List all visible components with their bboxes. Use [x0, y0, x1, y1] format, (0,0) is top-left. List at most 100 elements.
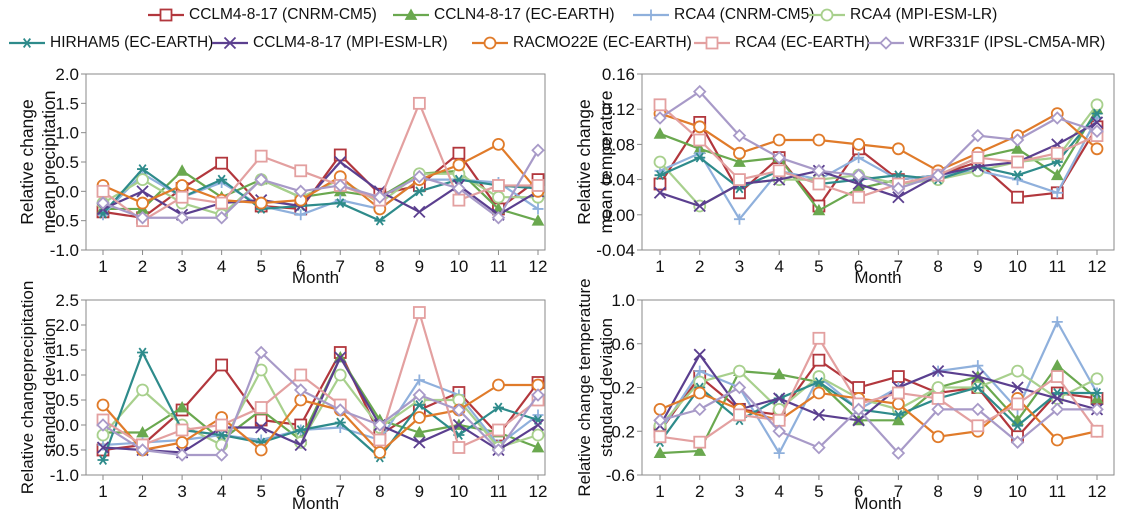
data-point — [175, 190, 189, 204]
data-point — [1091, 108, 1103, 119]
legend-label: RCA4 (MPI-ESM-LR) — [850, 6, 998, 23]
x-tick-label: 10 — [449, 257, 468, 276]
legend-item-ccln4-8-17-ec-earth: CCLN4-8-17 (EC-EARTH) — [392, 6, 615, 24]
y-tick-label: 0.16 — [602, 65, 635, 84]
x-tick-label: 12 — [529, 257, 548, 276]
x-tick-label: 7 — [894, 482, 903, 501]
data-point — [1090, 116, 1104, 129]
y-tick-label: 0.0 — [55, 182, 79, 201]
plot-frame — [85, 299, 546, 476]
data-point — [1090, 402, 1104, 417]
data-point — [772, 367, 786, 380]
y-tick-label: -1.0 — [50, 466, 79, 485]
x-tick-label: 4 — [774, 257, 783, 276]
y-tick-label: 1.5 — [55, 94, 79, 113]
legend-swatch — [393, 8, 429, 20]
series-line — [659, 353, 1098, 427]
x-tick-label: 12 — [529, 482, 548, 501]
data-point — [97, 455, 109, 465]
data-point — [136, 383, 149, 397]
y-axis-label: standard deviation — [597, 318, 616, 457]
chart-panel-3: -1.0-0.50.00.51.01.52.02.51 2 3 4 5 6 7 8 9 10 11 1… — [18, 281, 547, 513]
y-axis-label: Relative change — [574, 99, 594, 225]
data-point — [1012, 420, 1024, 431]
data-point — [653, 155, 667, 169]
data-point — [653, 446, 667, 459]
y-tick-label: 0.0 — [55, 416, 79, 435]
data-point — [96, 441, 110, 454]
series-line — [659, 90, 1098, 190]
y-axis-label: mean temperature — [596, 91, 616, 234]
legend-marker — [645, 9, 657, 21]
x-tick-label: 10 — [1008, 482, 1027, 501]
legend-swatch — [212, 36, 248, 50]
x-axis-label: Month — [292, 494, 339, 513]
data-point — [972, 360, 984, 372]
x-tick-label: 9 — [973, 482, 982, 501]
x-tick-label: 3 — [177, 482, 186, 501]
data-point — [1091, 388, 1103, 398]
series-line — [102, 311, 539, 449]
x-tick-label: 4 — [774, 482, 783, 501]
series-ccln4-8-17-ec-earth — [653, 102, 1104, 216]
data-point — [891, 446, 906, 460]
y-tick-label: 0.04 — [602, 171, 635, 190]
y-tick-label: 2.0 — [55, 316, 79, 335]
data-point — [851, 168, 866, 182]
data-point — [852, 137, 866, 151]
data-point — [653, 413, 667, 428]
data-point — [294, 438, 307, 452]
data-point — [96, 184, 110, 198]
data-point — [1090, 424, 1104, 438]
data-point — [531, 214, 545, 226]
data-point — [374, 215, 386, 226]
data-point — [971, 370, 984, 383]
data-point — [852, 177, 865, 191]
series-line — [102, 167, 539, 222]
y-tick-label: -0.5 — [50, 212, 79, 231]
data-point — [295, 209, 307, 221]
data-point — [413, 400, 425, 410]
data-point — [96, 196, 110, 210]
chart-panel-2: -0.040.000.040.080.120.161 2 3 4 5 6 7 8 9 10 11 12… — [574, 65, 1115, 287]
x-tick-label: 2 — [695, 482, 704, 501]
x-tick-label: 5 — [256, 482, 265, 501]
data-point — [215, 418, 229, 432]
data-point — [653, 402, 667, 416]
data-point — [531, 179, 545, 192]
x-tick-label: 7 — [336, 482, 345, 501]
series-ccln4-8-17-ec-earth — [653, 359, 1104, 459]
series-racmo22e-ec-earth — [653, 107, 1104, 178]
data-point — [413, 374, 425, 386]
data-point — [693, 133, 707, 147]
data-point — [334, 155, 347, 169]
y-tick-label: -0.5 — [50, 441, 79, 460]
x-tick-label: 3 — [177, 257, 186, 276]
data-point — [412, 306, 426, 319]
series-wrf331f-ipsl-cm5a-mr — [96, 345, 545, 462]
legend-label: CCLM4-8-17 (CNRM-CM5) — [189, 6, 377, 23]
data-point — [135, 443, 150, 457]
x-tick-label: 11 — [490, 482, 508, 501]
data-point — [373, 433, 387, 447]
data-point — [452, 146, 466, 160]
y-axis-label: standard deviation — [40, 318, 59, 457]
series-wrf331f-ipsl-cm5a-mr — [96, 143, 545, 225]
data-point — [492, 190, 505, 204]
data-point — [733, 213, 745, 225]
series-line — [659, 112, 1098, 172]
data-point — [1090, 124, 1104, 138]
legend-swatch — [633, 9, 669, 21]
series-line — [659, 359, 1098, 438]
data-point — [693, 375, 707, 389]
data-point — [733, 364, 746, 378]
legend-item-rca4-cnrm-cm5: RCA4 (CNRM-CM5) — [632, 6, 814, 24]
legend-label: RACMO22E (EC-EARTH) — [513, 34, 692, 51]
data-point — [1011, 142, 1024, 154]
data-point — [175, 436, 189, 449]
data-point — [255, 421, 268, 434]
data-point — [1051, 187, 1063, 199]
data-point — [333, 178, 348, 193]
data-point — [812, 440, 826, 455]
data-point — [294, 164, 308, 178]
